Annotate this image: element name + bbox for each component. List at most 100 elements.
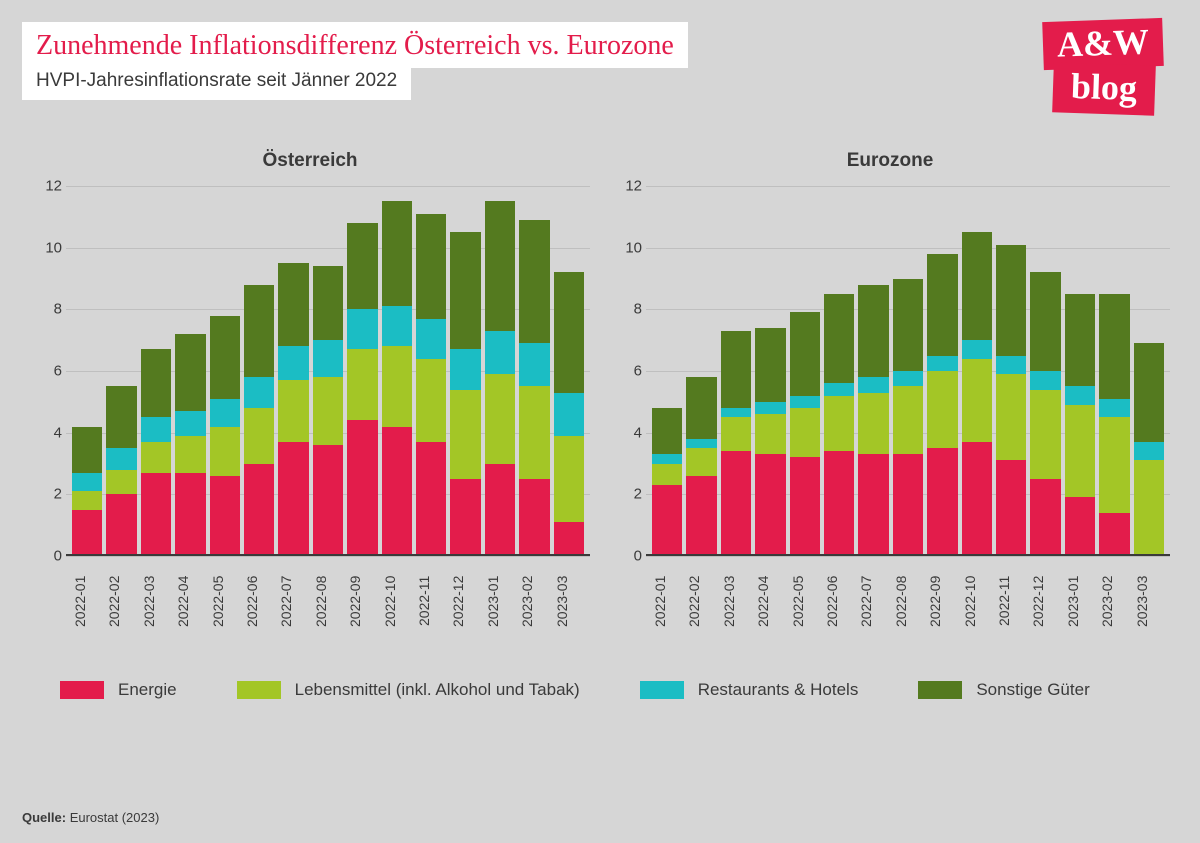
y-tick-label: 6 — [614, 363, 642, 380]
bar-segment-restaurants — [519, 343, 549, 386]
plot-area: 024681012 — [66, 186, 590, 556]
bar-column — [1099, 186, 1129, 556]
bar-segment-energie — [554, 522, 584, 556]
bar-segment-restaurants — [927, 356, 957, 371]
x-tick-label: 2022-03 — [721, 566, 751, 636]
legend-label: Sonstige Güter — [976, 680, 1089, 700]
bar-segment-restaurants — [755, 402, 785, 414]
x-tick-label: 2023-01 — [485, 566, 515, 636]
bar-column — [450, 186, 480, 556]
bar-segment-restaurants — [175, 411, 205, 436]
bar-segment-sonstige — [824, 294, 854, 383]
bar-column — [686, 186, 716, 556]
y-tick-label: 2 — [614, 486, 642, 503]
bar-segment-energie — [72, 510, 102, 556]
bar-segment-energie — [1099, 513, 1129, 556]
bar-segment-lebensmittel — [1065, 405, 1095, 498]
panel-title: Eurozone — [610, 150, 1170, 172]
bar-segment-sonstige — [519, 220, 549, 343]
bar-segment-lebensmittel — [1099, 417, 1129, 513]
legend-item: Energie — [60, 680, 177, 700]
bar-segment-restaurants — [652, 454, 682, 463]
bars — [66, 186, 590, 556]
bar-segment-lebensmittel — [554, 436, 584, 522]
bar-column — [347, 186, 377, 556]
bar-segment-energie — [416, 442, 446, 556]
bar-segment-restaurants — [313, 340, 343, 377]
plot-area: 024681012 — [646, 186, 1170, 556]
bars — [646, 186, 1170, 556]
bar-segment-lebensmittel — [519, 386, 549, 479]
bar-segment-sonstige — [141, 349, 171, 417]
x-tick-label: 2022-11 — [416, 566, 446, 636]
bar-segment-energie — [519, 479, 549, 556]
x-labels: 2022-012022-022022-032022-042022-052022-… — [646, 566, 1170, 636]
bar-segment-restaurants — [141, 417, 171, 442]
legend-swatch — [918, 681, 962, 699]
x-tick-label: 2022-01 — [72, 566, 102, 636]
bar-segment-energie — [141, 473, 171, 556]
bar-segment-lebensmittel — [72, 491, 102, 510]
bar-segment-sonstige — [106, 386, 136, 448]
bar-segment-lebensmittel — [244, 408, 274, 464]
bar-segment-sonstige — [858, 285, 888, 378]
bar-segment-lebensmittel — [141, 442, 171, 473]
bar-segment-sonstige — [721, 331, 751, 408]
x-labels: 2022-012022-022022-032022-042022-052022-… — [66, 566, 590, 636]
x-tick-label: 2022-03 — [141, 566, 171, 636]
x-tick-label: 2023-02 — [519, 566, 549, 636]
x-tick-label: 2022-01 — [652, 566, 682, 636]
bar-segment-restaurants — [210, 399, 240, 427]
bar-segment-sonstige — [450, 232, 480, 349]
bar-segment-restaurants — [450, 349, 480, 389]
bar-segment-energie — [450, 479, 480, 556]
legend-item: Restaurants & Hotels — [640, 680, 859, 700]
x-tick-label: 2023-02 — [1099, 566, 1129, 636]
x-tick-label: 2022-12 — [1030, 566, 1060, 636]
bar-segment-lebensmittel — [278, 380, 308, 442]
bar-segment-lebensmittel — [450, 390, 480, 479]
bar-segment-restaurants — [1099, 399, 1129, 418]
x-tick-label: 2022-06 — [244, 566, 274, 636]
header: Zunehmende Inflationsdifferenz Österreic… — [22, 22, 688, 100]
x-tick-label: 2022-09 — [927, 566, 957, 636]
y-tick-label: 4 — [34, 424, 62, 441]
y-tick-label: 8 — [614, 301, 642, 318]
bar-segment-sonstige — [996, 245, 1026, 356]
x-tick-label: 2022-05 — [790, 566, 820, 636]
bar-segment-lebensmittel — [721, 417, 751, 451]
bar-segment-energie — [996, 460, 1026, 556]
bar-segment-energie — [244, 464, 274, 557]
y-tick-label: 6 — [34, 363, 62, 380]
bar-segment-energie — [382, 427, 412, 557]
bar-column — [210, 186, 240, 556]
bar-segment-restaurants — [1030, 371, 1060, 390]
x-tick-label: 2022-02 — [106, 566, 136, 636]
x-tick-label: 2022-09 — [347, 566, 377, 636]
x-tick-label: 2022-04 — [175, 566, 205, 636]
bar-column — [72, 186, 102, 556]
bar-column — [824, 186, 854, 556]
bar-column — [313, 186, 343, 556]
x-tick-label: 2022-06 — [824, 566, 854, 636]
bar-segment-lebensmittel — [686, 448, 716, 476]
chart-subtitle: HVPI-Jahresinflationsrate seit Jänner 20… — [36, 70, 397, 92]
bar-column — [962, 186, 992, 556]
x-tick-label: 2023-03 — [554, 566, 584, 636]
bar-segment-energie — [858, 454, 888, 556]
bar-segment-sonstige — [313, 266, 343, 340]
bar-column — [893, 186, 923, 556]
x-tick-label: 2022-10 — [962, 566, 992, 636]
bar-column — [755, 186, 785, 556]
bar-segment-restaurants — [824, 383, 854, 395]
bar-segment-lebensmittel — [996, 374, 1026, 460]
logo-bottom-text: blog — [1052, 62, 1156, 116]
aw-blog-logo: A&W blog — [1025, 18, 1180, 113]
bar-segment-lebensmittel — [175, 436, 205, 473]
bar-segment-sonstige — [962, 232, 992, 340]
bar-segment-energie — [927, 448, 957, 556]
legend: EnergieLebensmittel (inkl. Alkohol und T… — [60, 680, 1140, 700]
bar-segment-lebensmittel — [485, 374, 515, 463]
bar-segment-restaurants — [416, 319, 446, 359]
bar-column — [996, 186, 1026, 556]
